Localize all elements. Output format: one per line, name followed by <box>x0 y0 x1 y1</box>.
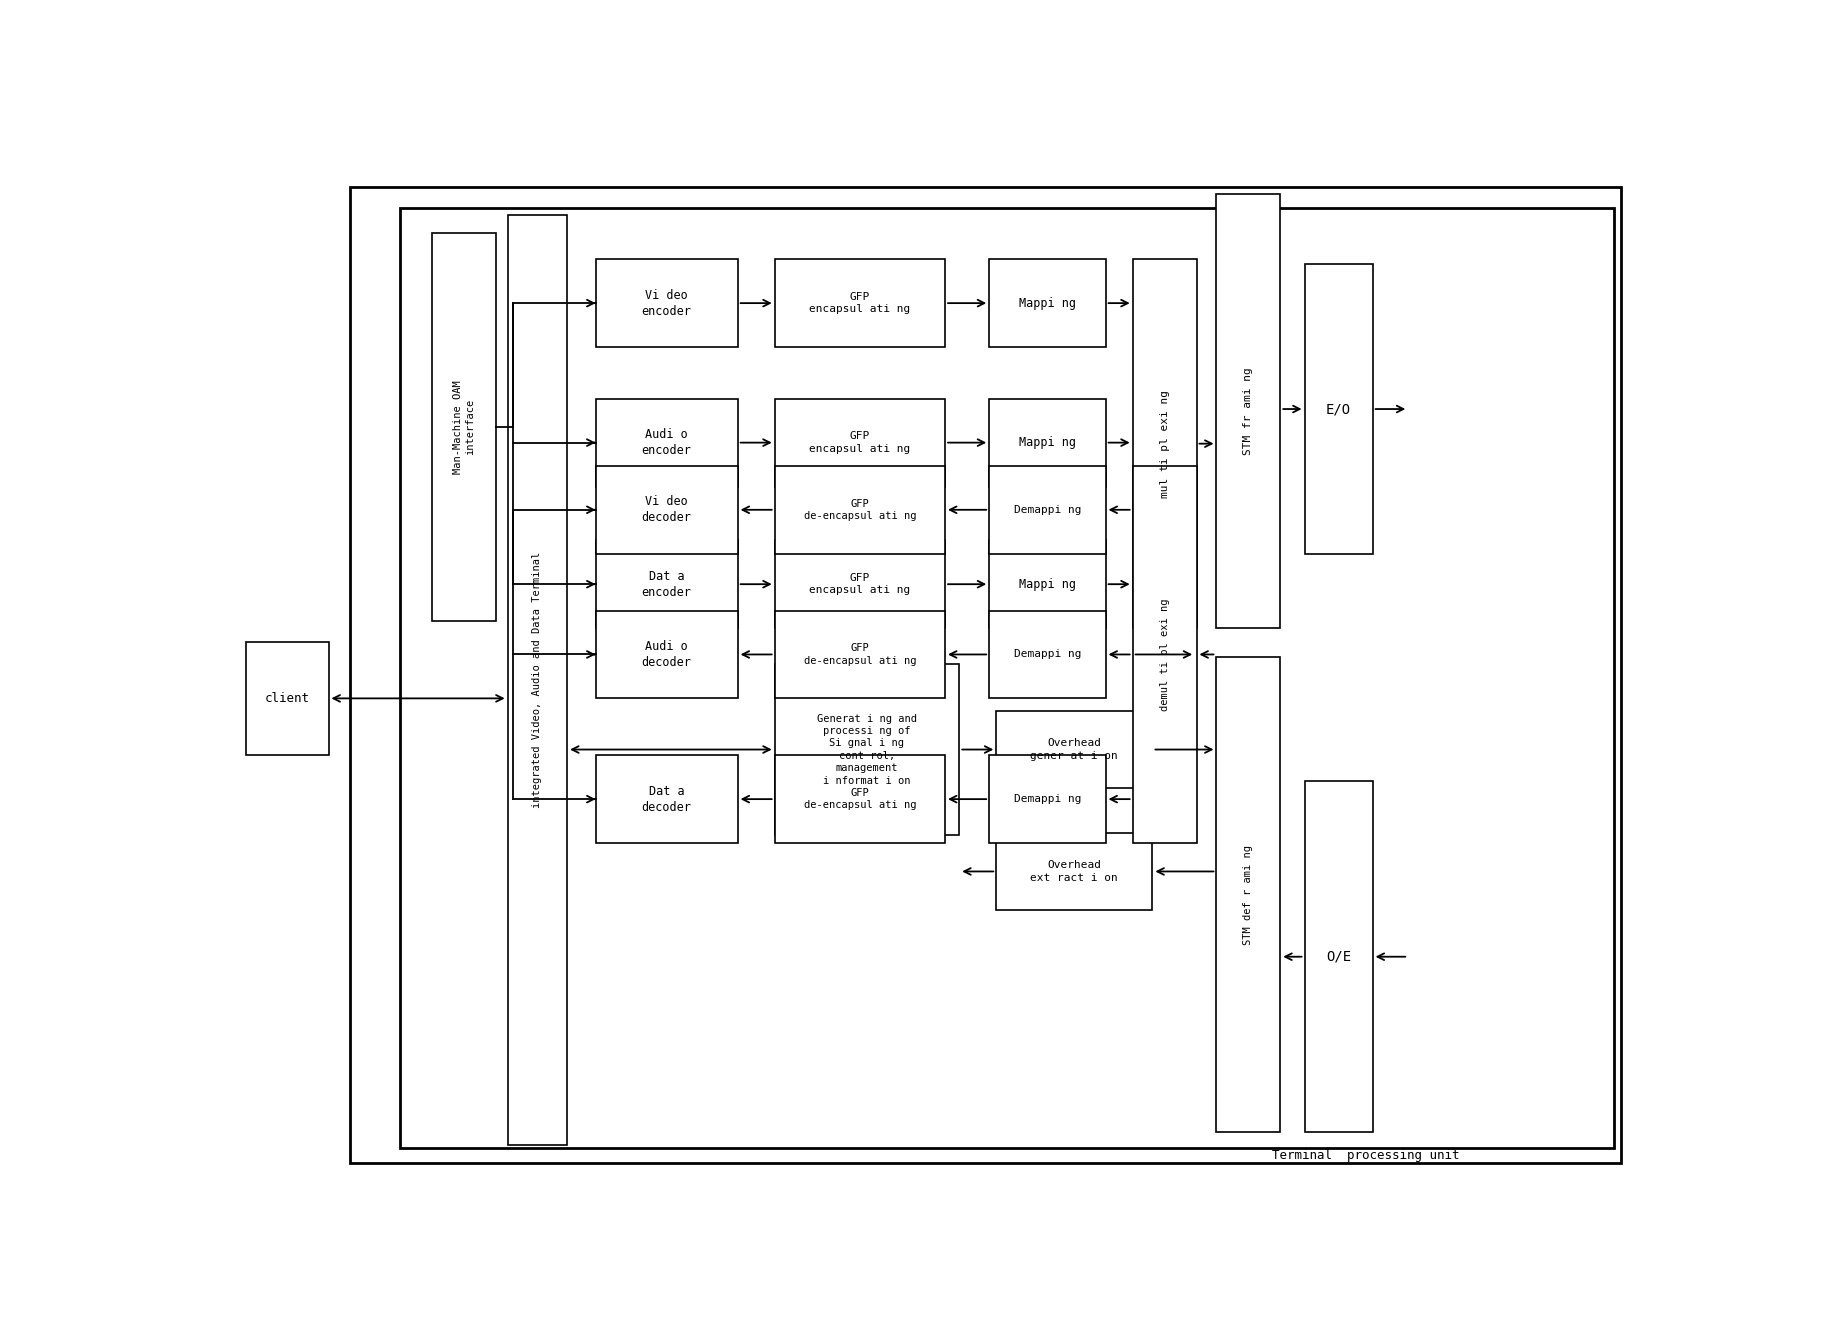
Text: E/O: E/O <box>1325 403 1350 416</box>
Bar <box>595 756 736 843</box>
Bar <box>432 234 496 621</box>
Bar <box>1216 195 1279 628</box>
Bar <box>989 611 1105 698</box>
Bar <box>1304 264 1372 554</box>
Bar <box>775 756 945 843</box>
Bar <box>595 399 736 487</box>
Bar <box>775 259 945 348</box>
Text: STM def r ami ng: STM def r ami ng <box>1242 844 1253 945</box>
Bar <box>1304 781 1372 1133</box>
Bar <box>775 541 945 628</box>
Text: Mappi ng: Mappi ng <box>1019 297 1075 310</box>
Text: demul ti pl exi ng: demul ti pl exi ng <box>1160 599 1169 711</box>
Bar <box>245 641 328 756</box>
Bar <box>595 466 736 554</box>
Bar <box>989 541 1105 628</box>
Bar <box>989 466 1105 554</box>
Text: STM fr ami ng: STM fr ami ng <box>1242 368 1253 455</box>
Bar <box>997 832 1152 910</box>
Text: GFP
encapsul ati ng: GFP encapsul ati ng <box>808 573 911 596</box>
Text: Overhead
ext ract i on: Overhead ext ract i on <box>1030 860 1118 883</box>
Text: mul ti pl exi ng: mul ti pl exi ng <box>1160 389 1169 498</box>
Text: Vi deo
encoder: Vi deo encoder <box>641 289 691 318</box>
Bar <box>595 541 736 628</box>
Text: GFP
encapsul ati ng: GFP encapsul ati ng <box>808 293 911 314</box>
Bar <box>399 208 1614 1147</box>
Bar <box>507 215 566 1145</box>
Text: Mappi ng: Mappi ng <box>1019 577 1075 590</box>
Text: Generat i ng and
processi ng of
Si gnal i ng
cont rol,
management
i nformat i on: Generat i ng and processi ng of Si gnal … <box>817 714 916 785</box>
Text: Dat a
encoder: Dat a encoder <box>641 570 691 599</box>
Bar <box>1216 658 1279 1133</box>
Bar <box>989 399 1105 487</box>
Text: Mappi ng: Mappi ng <box>1019 436 1075 450</box>
Text: Vi deo
decoder: Vi deo decoder <box>641 495 691 525</box>
Bar <box>775 664 958 835</box>
Text: Dat a
decoder: Dat a decoder <box>641 785 691 813</box>
Text: O/E: O/E <box>1325 950 1350 964</box>
Bar <box>350 187 1621 1164</box>
Text: GFP
de-encapsul ati ng: GFP de-encapsul ati ng <box>802 499 916 521</box>
Text: Terminal  processing unit: Terminal processing unit <box>1271 1149 1458 1162</box>
Text: integrated Video, Audio and Data Terminal: integrated Video, Audio and Data Termina… <box>531 552 542 808</box>
Text: GFP
de-encapsul ati ng: GFP de-encapsul ati ng <box>802 643 916 666</box>
Bar <box>1132 259 1196 628</box>
Bar <box>775 466 945 554</box>
Bar <box>989 756 1105 843</box>
Bar <box>595 259 736 348</box>
Text: Audi o
encoder: Audi o encoder <box>641 428 691 458</box>
Text: Man-Machine OAM
interface: Man-Machine OAM interface <box>453 380 474 474</box>
Text: Demappi ng: Demappi ng <box>1013 794 1081 804</box>
Text: Demappi ng: Demappi ng <box>1013 650 1081 659</box>
Text: GFP
encapsul ati ng: GFP encapsul ati ng <box>808 431 911 454</box>
Text: client: client <box>266 692 310 705</box>
Bar <box>775 611 945 698</box>
Bar <box>595 611 736 698</box>
Text: Audi o
decoder: Audi o decoder <box>641 640 691 668</box>
Bar <box>997 711 1152 788</box>
Text: Overhead
gener at i on: Overhead gener at i on <box>1030 738 1118 761</box>
Text: GFP
de-encapsul ati ng: GFP de-encapsul ati ng <box>802 788 916 811</box>
Bar <box>775 399 945 487</box>
Bar <box>989 259 1105 348</box>
Bar <box>1132 466 1196 843</box>
Text: Demappi ng: Demappi ng <box>1013 505 1081 515</box>
